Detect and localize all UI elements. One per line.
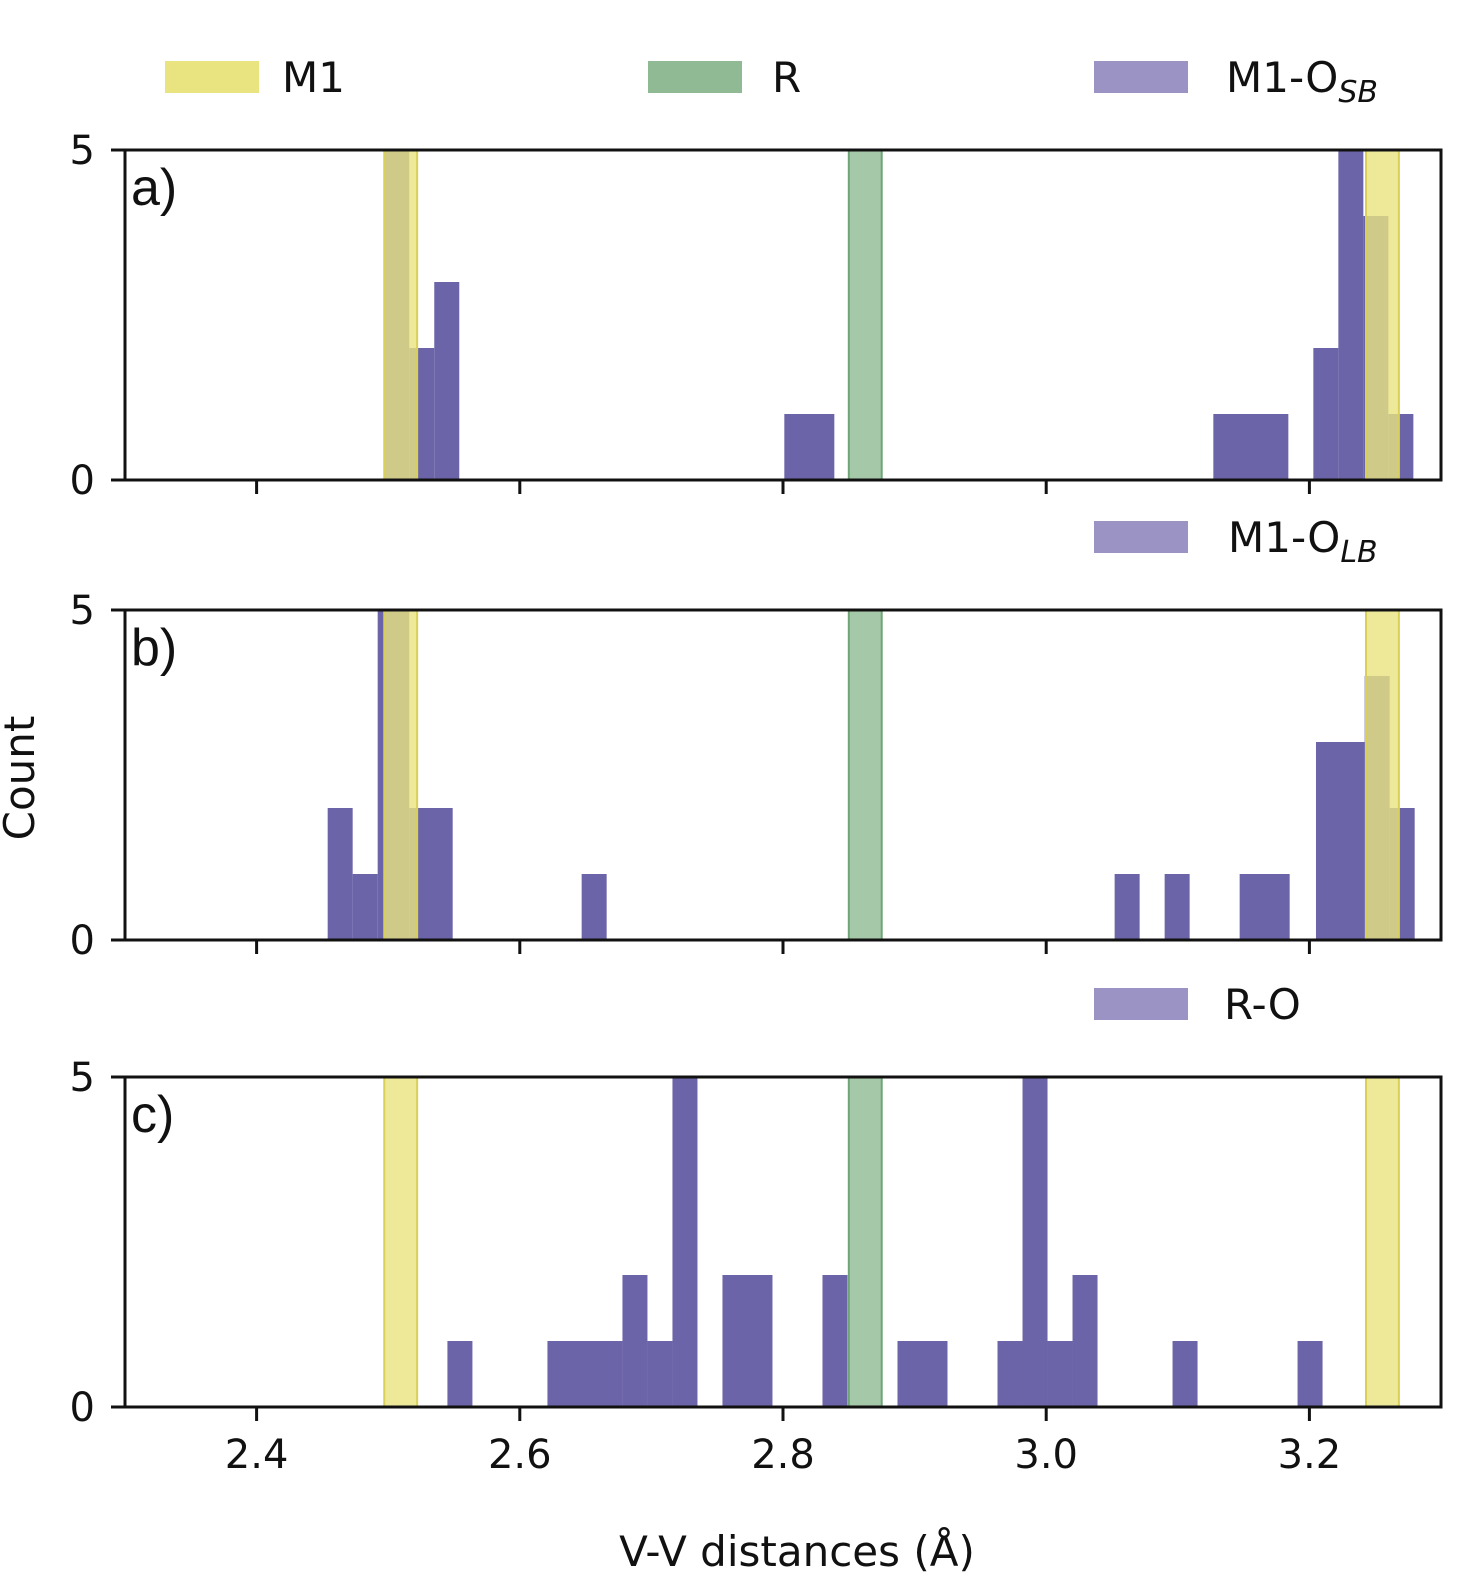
x-axis-title: V-V distances (Å) (619, 1526, 975, 1576)
y-tick-label: 0 (70, 458, 95, 504)
legend-label: R (772, 53, 801, 102)
hist-bar (377, 610, 385, 940)
reference-band-m1 (1364, 609, 1400, 941)
y-tick-label: 5 (70, 588, 95, 634)
x-tick-label: 2.8 (751, 1432, 815, 1478)
hist-bar (1164, 874, 1190, 940)
legend-swatch-m1 (165, 61, 259, 93)
panel-label: c) (131, 1086, 174, 1144)
legend-label: M1-OSB (1226, 53, 1378, 110)
hist-bar (1239, 874, 1290, 940)
reference-band-m1 (383, 609, 419, 941)
legend-label: R-O (1224, 980, 1301, 1029)
hist-bar (1338, 150, 1364, 480)
reference-band-r (847, 609, 883, 941)
hist-bar (581, 874, 607, 940)
panel-2: 0 5 b) M1-OLB (70, 513, 1443, 964)
panels-layer: 0 5 a) M1 R M1-OSB 0 5 b) M1-OLB 2.4 2.6 2.8 3.0 3.2 0 5… (70, 53, 1443, 1478)
reference-band-m1 (1364, 1076, 1400, 1408)
y-tick-label: 0 (70, 918, 95, 964)
panel-label: a) (131, 159, 177, 217)
hist-bar (447, 1341, 473, 1407)
hist-bar (1114, 874, 1140, 940)
hist-bar (647, 1341, 673, 1407)
legend-swatch-hist (1094, 988, 1188, 1020)
legend-label: M1-OLB (1228, 513, 1378, 570)
hist-bar (547, 1341, 623, 1407)
hist-bar (434, 282, 460, 480)
hist-bar (1072, 1275, 1098, 1407)
hist-bar (822, 1275, 848, 1407)
y-tick-label: 0 (70, 1385, 95, 1431)
hist-bar (722, 1275, 773, 1407)
plot-frame (123, 1075, 1443, 1409)
hist-bar (1047, 1341, 1073, 1407)
hist-bar (327, 808, 353, 940)
hist-bar (1213, 414, 1289, 480)
hist-bar (1172, 1341, 1198, 1407)
x-tick-label: 2.4 (225, 1432, 289, 1478)
x-tick-label: 3.0 (1014, 1432, 1078, 1478)
hist-bar (1313, 348, 1339, 480)
hist-bar (1315, 742, 1365, 940)
legend-swatch-r (648, 61, 742, 93)
hist-bar (1297, 1341, 1323, 1407)
hist-bar (622, 1275, 648, 1407)
hist-bar (1022, 1077, 1048, 1407)
panel-label: b) (131, 619, 177, 677)
hist-bar (352, 874, 378, 940)
legend-swatch-hist (1094, 61, 1188, 93)
legend-label: M1 (282, 53, 345, 102)
y-tick-label: 5 (70, 128, 95, 174)
hist-bar (672, 1077, 698, 1407)
y-axis-title: Count (0, 716, 44, 841)
panel-1: 0 5 a) M1 R M1-OSB (70, 53, 1443, 504)
y-tick-label: 5 (70, 1055, 95, 1101)
reference-band-m1 (1364, 149, 1400, 481)
legend-swatch-hist (1094, 521, 1188, 553)
x-tick-label: 2.6 (488, 1432, 552, 1478)
reference-band-m1 (383, 149, 419, 481)
reference-band-r (847, 1076, 883, 1408)
hist-bar (997, 1341, 1023, 1407)
reference-band-m1 (383, 1076, 419, 1408)
hist-bar (784, 414, 835, 480)
hist-bar (897, 1341, 948, 1407)
x-tick-label: 3.2 (1278, 1432, 1342, 1478)
panel-3: 2.4 2.6 2.8 3.0 3.2 0 5 c) R-O (70, 980, 1443, 1478)
reference-band-r (847, 149, 883, 481)
